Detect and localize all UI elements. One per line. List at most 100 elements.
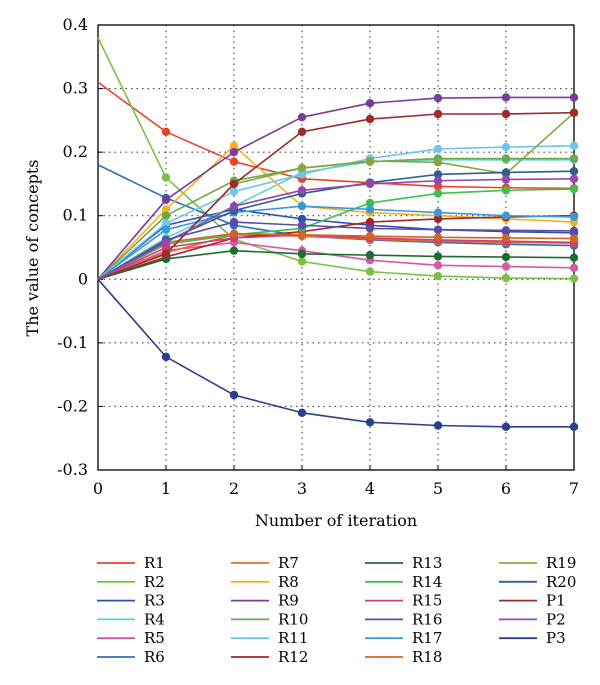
data-point	[161, 352, 171, 362]
series-line	[97, 208, 575, 280]
series-line	[97, 249, 575, 281]
legend-item: R13	[365, 554, 442, 572]
data-point	[433, 109, 443, 119]
data-point	[161, 127, 171, 136]
data-point	[569, 93, 579, 102]
y-tick-label: 0	[78, 269, 88, 288]
series-line	[97, 111, 575, 281]
series-line	[97, 96, 574, 280]
data-point	[433, 261, 443, 270]
legend-item: R8	[231, 573, 299, 591]
data-point	[297, 249, 307, 259]
data-point	[433, 208, 443, 217]
data-point	[433, 176, 443, 185]
data-point	[501, 154, 511, 163]
series-p2	[97, 174, 579, 280]
data-point	[501, 262, 511, 271]
legend-item: R7	[231, 554, 299, 572]
data-point	[501, 252, 511, 262]
data-point	[229, 141, 239, 150]
series-line	[97, 144, 575, 280]
y-tick-label: -0.3	[57, 460, 88, 479]
data-point	[297, 408, 307, 417]
data-point	[297, 201, 307, 211]
data-point	[229, 147, 239, 157]
data-point	[365, 267, 375, 276]
data-point	[297, 170, 307, 179]
data-point	[229, 187, 239, 196]
y-tick-label: 0.4	[63, 15, 88, 34]
legend-item: R19	[499, 554, 576, 572]
legend-item: R5	[97, 629, 165, 647]
series-line	[97, 37, 575, 280]
legend-label: P1	[546, 592, 566, 610]
data-point	[365, 156, 375, 166]
data-point	[229, 390, 239, 400]
series-line	[97, 81, 575, 190]
series-p3	[97, 278, 579, 431]
data-point	[433, 252, 443, 261]
legend-item: R14	[365, 573, 442, 591]
legend-label: R10	[278, 610, 308, 628]
legend-label: P3	[546, 629, 566, 647]
y-axis-ticks: 0.4 0.3 0.2 0.1 0 -0.1 -0.2 -0.3	[57, 15, 103, 479]
x-tick-label: 7	[569, 479, 579, 498]
data-point	[433, 421, 443, 430]
data-point	[501, 226, 511, 235]
legend-item: P2	[499, 610, 566, 628]
series-line	[97, 233, 575, 281]
data-point	[365, 205, 375, 214]
series-r9	[97, 93, 579, 280]
legend-label: R9	[278, 592, 299, 610]
legend-label: R16	[412, 610, 442, 628]
data-point	[365, 198, 375, 208]
data-point	[501, 273, 511, 283]
legend-label: R5	[144, 629, 165, 647]
data-point	[161, 173, 171, 182]
legend-label: P2	[546, 610, 566, 628]
data-point	[569, 167, 579, 176]
data-point	[365, 217, 375, 227]
data-point	[569, 263, 579, 273]
series-line	[97, 178, 575, 280]
legend-label: R14	[412, 573, 442, 591]
data-point	[433, 144, 443, 154]
x-axis-label: Number of iteration	[255, 511, 417, 530]
data-point	[297, 230, 307, 239]
data-point	[433, 170, 443, 179]
data-point	[501, 422, 511, 431]
data-point	[433, 225, 443, 234]
data-point	[501, 168, 511, 177]
legend-label: R13	[412, 554, 442, 572]
x-tick-label: 3	[297, 479, 307, 498]
data-point	[365, 250, 375, 260]
legend-item: R18	[365, 648, 442, 666]
data-point	[569, 184, 579, 194]
data-point	[161, 195, 171, 205]
series-p1	[97, 108, 579, 281]
legend-label: R8	[278, 573, 299, 591]
data-point	[365, 418, 375, 427]
legend-item: R17	[365, 629, 442, 647]
data-point	[297, 186, 307, 195]
legend-label: R17	[412, 629, 442, 647]
data-point	[433, 214, 443, 224]
data-point	[569, 174, 579, 184]
data-point	[501, 233, 511, 243]
data-point	[297, 257, 307, 266]
data-point	[229, 217, 239, 227]
data-point	[569, 154, 579, 163]
data-point	[161, 219, 171, 228]
x-tick-label: 1	[161, 479, 171, 498]
data-point	[501, 142, 511, 152]
data-point	[433, 93, 443, 103]
x-tick-label: 4	[365, 479, 375, 498]
series-line	[97, 144, 575, 280]
series-r11	[97, 141, 579, 280]
data-point	[569, 226, 579, 236]
y-axis-label: The value of concepts	[23, 160, 42, 337]
data-point	[229, 179, 239, 189]
data-point	[569, 422, 579, 431]
series-line	[97, 233, 575, 281]
data-point	[229, 246, 239, 255]
